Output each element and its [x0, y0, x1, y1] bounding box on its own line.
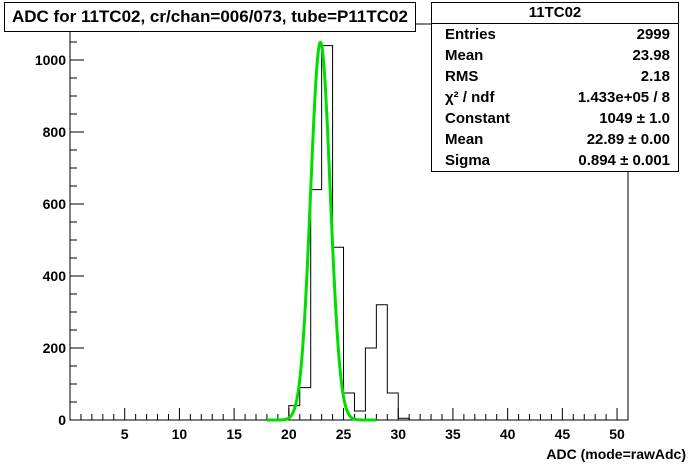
stats-label: χ² / ndf — [445, 89, 495, 106]
y-tick-label: 800 — [43, 124, 67, 140]
gaussian-fit — [266, 40, 377, 422]
stats-value: 2.18 — [640, 68, 670, 85]
x-tick-label: 30 — [390, 426, 406, 442]
stats-row: Mean 22.89 ± 0.00 — [432, 129, 678, 150]
x-tick-label: 45 — [555, 426, 571, 442]
histogram-bin — [311, 190, 322, 420]
histogram-bin — [300, 388, 311, 420]
x-tick-label: 35 — [445, 426, 461, 442]
stats-value: 0.894 ± 0.001 — [578, 152, 670, 169]
histogram-bin — [365, 348, 376, 420]
fit-curve — [266, 40, 377, 422]
y-tick-label: 400 — [43, 268, 67, 284]
stats-rows: Entries 2999 Mean 23.98 RMS 2.18 χ² / ndf 1.433… — [432, 24, 678, 171]
stats-label: Constant — [445, 110, 510, 127]
x-tick-label: 20 — [281, 426, 297, 442]
x-tick-label: 50 — [609, 426, 625, 442]
x-axis-label: ADC (mode=rawAdc) — [546, 446, 686, 462]
stats-row: RMS 2.18 — [432, 66, 678, 87]
stats-label: Entries — [445, 26, 496, 43]
y-tick-label: 0 — [58, 412, 66, 428]
histogram-outline — [288, 45, 410, 420]
stats-value: 22.89 ± 0.00 — [586, 131, 670, 148]
stats-label: Mean — [445, 131, 484, 148]
x-tick-label: 40 — [500, 426, 516, 442]
stats-name: 11TC02 — [432, 3, 678, 24]
y-tick-label: 1000 — [35, 52, 66, 68]
x-tick-label: 25 — [336, 426, 352, 442]
stats-value: 1.433e+05 / 8 — [577, 89, 670, 106]
stats-label: RMS — [445, 68, 479, 85]
x-tick-label: 10 — [172, 426, 188, 442]
stats-box: 11TC02 Entries 2999 Mean 23.98 RMS 2.18 χ² / n… — [431, 2, 679, 172]
stats-label: Mean — [445, 47, 484, 64]
x-tick-label: 15 — [226, 426, 242, 442]
stats-value: 23.98 — [632, 47, 670, 64]
y-tick-label: 600 — [43, 196, 67, 212]
stats-row: Sigma 0.894 ± 0.001 — [432, 150, 678, 171]
stats-value: 1049 ± 1.0 — [599, 110, 670, 127]
chart-title: ADC for 11TC02, cr/chan=006/073, tube=P1… — [4, 2, 416, 32]
x-tick-label: 5 — [121, 426, 129, 442]
histogram-bin — [376, 305, 387, 420]
stats-row: Entries 2999 — [432, 24, 678, 45]
stats-row: Mean 23.98 — [432, 45, 678, 66]
stats-row: χ² / ndf 1.433e+05 / 8 — [432, 87, 678, 108]
axes: 5 10 15 20 25 30 35 40 45 50 0 200 400 600 800 1000 — [35, 23, 629, 442]
histogram — [288, 45, 410, 420]
y-tick-label: 200 — [43, 340, 67, 356]
stats-value: 2999 — [636, 26, 670, 43]
histogram-bin — [387, 393, 398, 420]
stats-row: Constant 1049 ± 1.0 — [432, 108, 678, 129]
stats-label: Sigma — [445, 152, 491, 169]
